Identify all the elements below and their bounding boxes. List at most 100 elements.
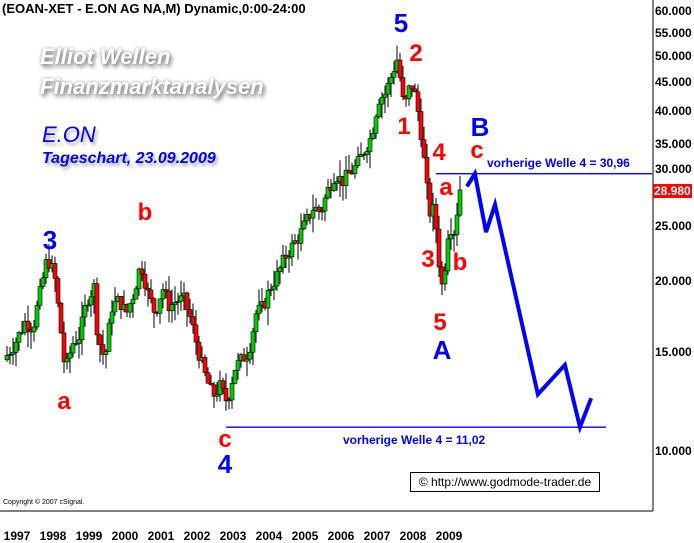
candle bbox=[247, 351, 253, 360]
x-tick-label: 2004 bbox=[255, 529, 283, 543]
chart-title: (EOAN-XET - E.ON AG NA,M) Dynamic,0:00-2… bbox=[2, 1, 306, 16]
candles bbox=[4, 45, 463, 411]
x-tick-label: 2000 bbox=[111, 529, 139, 543]
candle bbox=[454, 214, 460, 236]
watermark-line2: Finanzmarktanalysen bbox=[40, 74, 264, 99]
candle bbox=[19, 331, 25, 334]
candle bbox=[319, 210, 325, 213]
wave-label: 3 bbox=[42, 225, 58, 255]
candle bbox=[109, 311, 115, 324]
candle bbox=[220, 380, 226, 389]
wave-label: 5 bbox=[393, 8, 409, 38]
candle bbox=[271, 285, 277, 290]
x-tick-label: 2008 bbox=[399, 529, 427, 543]
forecast-path bbox=[465, 168, 594, 434]
x-tick-label: 1999 bbox=[75, 529, 103, 543]
candle bbox=[136, 268, 142, 290]
candle bbox=[139, 268, 145, 275]
candle bbox=[436, 228, 442, 268]
candle bbox=[409, 85, 415, 90]
candle bbox=[223, 388, 229, 402]
x-tick-label: 2006 bbox=[327, 529, 355, 543]
candle bbox=[163, 289, 169, 292]
candle bbox=[142, 273, 148, 289]
wave-label: 5 bbox=[433, 309, 447, 336]
candle bbox=[160, 289, 166, 300]
candle bbox=[31, 326, 37, 333]
candle bbox=[325, 187, 331, 199]
candle bbox=[175, 300, 181, 303]
candle bbox=[244, 358, 250, 362]
y-tick-label: 25.000 bbox=[655, 219, 692, 234]
y-tick-label: 10.000 bbox=[655, 444, 692, 458]
candle bbox=[310, 210, 316, 219]
candle bbox=[43, 259, 49, 279]
y-tick-label: 60.000 bbox=[655, 4, 692, 19]
candle bbox=[274, 271, 280, 287]
candle bbox=[187, 309, 193, 317]
candle bbox=[352, 165, 358, 174]
candle bbox=[16, 332, 22, 343]
candle bbox=[76, 339, 82, 344]
candle bbox=[265, 290, 271, 309]
candle bbox=[103, 351, 109, 355]
candle bbox=[385, 82, 391, 95]
candle bbox=[367, 138, 373, 152]
candle bbox=[214, 394, 220, 397]
candle bbox=[13, 341, 19, 353]
x-tick-label: 2002 bbox=[183, 529, 211, 543]
candle bbox=[424, 157, 430, 184]
candle bbox=[64, 357, 70, 363]
x-tick-label: 2009 bbox=[435, 529, 463, 543]
x-tick-label: 1998 bbox=[39, 529, 67, 543]
candle bbox=[406, 85, 412, 100]
x-tick-label: 1997 bbox=[3, 529, 31, 543]
wave-label: 4 bbox=[432, 139, 446, 166]
candle bbox=[322, 197, 328, 212]
candle bbox=[193, 324, 199, 343]
y-tick-label: 20.000 bbox=[655, 273, 692, 288]
candle bbox=[355, 156, 361, 166]
candle bbox=[289, 242, 295, 258]
wave-label: a bbox=[439, 174, 453, 201]
wave-label: 3 bbox=[421, 246, 435, 273]
candle bbox=[256, 304, 262, 315]
candle bbox=[34, 305, 40, 328]
y-tick-label: 40.000 bbox=[655, 103, 692, 118]
candle bbox=[457, 189, 463, 216]
candle bbox=[301, 220, 307, 230]
stock-name: E.ON bbox=[42, 122, 96, 147]
candle bbox=[334, 181, 340, 184]
candle bbox=[127, 303, 133, 313]
candle bbox=[40, 277, 46, 287]
candle bbox=[331, 183, 337, 191]
candle bbox=[277, 267, 283, 272]
candle bbox=[112, 301, 118, 313]
candle bbox=[208, 382, 214, 386]
candle bbox=[157, 298, 163, 314]
candle bbox=[229, 383, 235, 401]
candle bbox=[25, 320, 31, 331]
level-lines bbox=[226, 173, 652, 428]
candle bbox=[364, 151, 370, 155]
candle bbox=[202, 357, 208, 373]
candle bbox=[196, 341, 202, 361]
candle bbox=[346, 169, 352, 174]
y-tick-label: 35.000 bbox=[655, 136, 692, 151]
y-tick-label: 50.000 bbox=[655, 49, 692, 64]
source-link[interactable]: © http://www.godmode-trader.de bbox=[410, 472, 600, 492]
candle bbox=[94, 283, 100, 336]
y-tick-label: 30.000 bbox=[655, 162, 692, 176]
candle bbox=[391, 71, 397, 78]
x-tick-label: 2001 bbox=[147, 529, 175, 543]
candle bbox=[376, 103, 382, 118]
wave-label: b bbox=[452, 249, 468, 276]
candle bbox=[73, 343, 79, 345]
level-label-lower: vorherige Welle 4 = 11,02 bbox=[343, 433, 486, 447]
candle bbox=[298, 228, 304, 244]
candle bbox=[286, 256, 292, 259]
candle bbox=[10, 352, 16, 355]
candle bbox=[172, 302, 178, 305]
candle bbox=[379, 96, 385, 105]
